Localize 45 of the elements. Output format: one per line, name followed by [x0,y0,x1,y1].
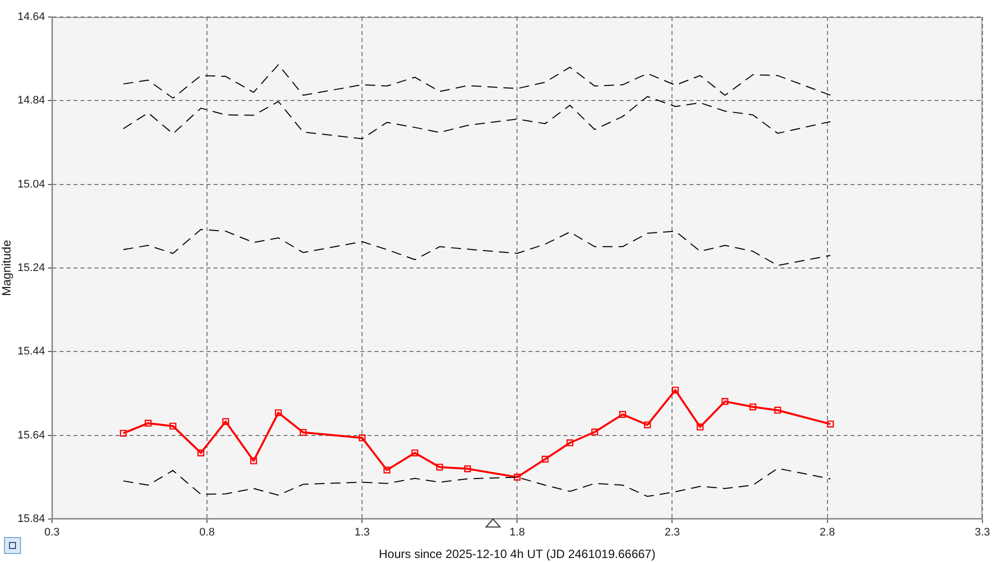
x-tick-label: 1.8 [510,526,525,539]
x-tick-label: 1.3 [354,526,370,539]
line-series [122,64,831,99]
point [222,418,230,425]
x-tick-label: 2.3 [664,526,680,539]
y-tick-label: 15.84 [17,513,45,526]
point [542,456,549,463]
point [464,465,471,472]
point [644,421,651,428]
point [619,410,626,418]
point [591,428,598,436]
point [411,449,418,456]
line-series [122,96,831,140]
line-series [122,468,831,497]
point [696,424,704,430]
point [170,422,176,430]
point [358,434,366,442]
point [384,466,390,474]
x-tick-label: 0.8 [199,526,215,539]
point [274,409,282,416]
x-tick-label: 0.3 [44,526,60,539]
point [826,420,834,428]
point [566,439,574,446]
point [144,420,152,427]
point [250,457,258,464]
y-tick-label: 15.44 [17,346,45,358]
point [120,430,127,437]
y-tick-label: 15.24 [17,262,45,274]
point [672,386,679,394]
point [514,474,521,481]
x-tick-label: 2.8 [820,526,835,539]
point [774,406,782,414]
x-axis-title: Hours since 2025-12-10 4h UT (JD 2461019.66667) [378,547,656,562]
point [436,464,444,471]
y-tick-label: 15.64 [17,429,45,442]
point [197,449,204,456]
y-axis-title: Magnitude [0,240,14,296]
point [749,403,756,410]
line-series [122,229,831,266]
point [300,428,307,436]
y-tick-label: 14.84 [17,94,45,107]
y-tick-label: 15.04 [17,178,45,190]
point [722,398,728,405]
x-tick-label: 3.3 [974,526,990,539]
y-tick-label: 14.64 [17,11,45,24]
